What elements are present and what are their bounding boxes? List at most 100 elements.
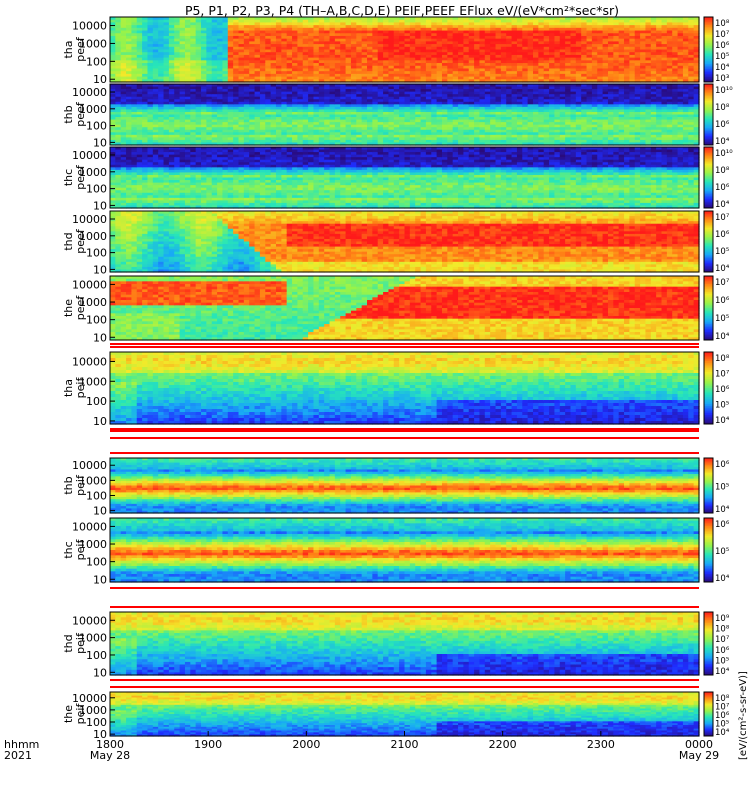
flux-cell — [350, 71, 357, 75]
flux-cell — [458, 46, 464, 51]
flux-cell — [570, 22, 577, 26]
flux-cell — [656, 60, 663, 64]
flux-cell — [666, 57, 673, 61]
flux-cell — [120, 104, 127, 108]
flux-cell — [516, 46, 523, 51]
flux-cell — [500, 71, 507, 75]
flux-cell — [420, 65, 427, 70]
flux-cell — [543, 41, 550, 45]
flux-cell — [318, 35, 325, 40]
flux-cell — [158, 49, 165, 53]
flux-cell — [158, 35, 165, 40]
flux-cell — [597, 79, 604, 83]
flux-cell — [163, 99, 170, 103]
flux-cell — [126, 99, 133, 103]
flux-cell — [120, 84, 127, 88]
flux-cell — [142, 68, 149, 72]
flux-cell — [554, 22, 561, 26]
flux-cell — [543, 73, 550, 78]
flux-cell — [329, 35, 336, 40]
flux-cell — [393, 60, 400, 64]
flux-cell — [516, 35, 523, 40]
flux-cell — [217, 68, 224, 72]
flux-cell — [415, 44, 422, 48]
flux-cell — [409, 25, 416, 29]
flux-cell — [463, 30, 470, 34]
flux-cell — [249, 60, 256, 64]
flux-cell — [682, 33, 689, 37]
flux-cell — [383, 54, 390, 59]
flux-cell — [308, 30, 315, 34]
flux-cell — [500, 79, 507, 83]
flux-cell — [388, 54, 395, 59]
flux-cell — [190, 41, 197, 45]
flux-cell — [463, 60, 470, 64]
flux-cell — [168, 63, 175, 67]
flux-cell — [324, 38, 331, 42]
flux-cell — [131, 19, 138, 24]
flux-cell — [693, 68, 700, 72]
flux-cell — [147, 84, 154, 88]
flux-cell — [441, 30, 448, 34]
flux-cell — [270, 46, 277, 51]
flux-cell — [447, 68, 454, 72]
flux-cell — [131, 17, 138, 21]
flux-cell — [474, 63, 481, 67]
flux-cell — [361, 19, 368, 24]
flux-cell — [543, 44, 550, 48]
flux-cell — [254, 19, 261, 24]
flux-cell — [179, 27, 186, 32]
flux-cell — [201, 65, 207, 70]
flux-cell — [682, 30, 689, 34]
colorbar-step — [704, 59, 713, 62]
flux-cell — [372, 35, 379, 40]
panel-label-product: peef — [74, 36, 87, 62]
flux-cell — [656, 35, 663, 40]
flux-cell — [468, 33, 475, 37]
flux-cell — [168, 106, 175, 111]
flux-cell — [345, 63, 352, 67]
flux-cell — [393, 25, 400, 29]
flux-cell — [120, 27, 127, 32]
flux-cell — [270, 44, 277, 48]
flux-cell — [581, 79, 588, 83]
flux-cell — [468, 38, 475, 42]
flux-cell — [666, 25, 673, 29]
flux-cell — [110, 114, 116, 118]
spectrogram-cells — [110, 84, 700, 146]
flux-cell — [152, 60, 159, 64]
flux-cell — [383, 25, 390, 29]
flux-cell — [120, 117, 127, 121]
flux-cell — [538, 38, 545, 42]
flux-cell — [543, 25, 550, 29]
flux-cell — [120, 119, 127, 123]
flux-cell — [302, 46, 309, 51]
flux-cell — [666, 65, 673, 70]
flux-cell — [243, 17, 250, 21]
flux-cell — [190, 27, 197, 32]
flux-cell — [233, 79, 240, 83]
flux-cell — [302, 52, 309, 56]
flux-cell — [158, 84, 165, 88]
flux-cell — [559, 27, 566, 32]
flux-cell — [431, 52, 438, 56]
flux-cell — [115, 109, 122, 113]
flux-cell — [195, 79, 202, 83]
colorbar-step — [704, 23, 713, 26]
flux-cell — [163, 91, 170, 95]
flux-cell — [458, 44, 464, 48]
flux-cell — [211, 79, 218, 83]
flux-cell — [179, 79, 186, 83]
flux-cell — [672, 52, 679, 56]
flux-cell — [136, 106, 143, 111]
flux-cell — [607, 35, 614, 40]
flux-cell — [302, 65, 309, 70]
flux-cell — [511, 25, 518, 29]
flux-cell — [147, 79, 154, 83]
flux-cell — [393, 73, 400, 78]
flux-cell — [243, 68, 250, 72]
flux-cell — [565, 19, 572, 24]
flux-cell — [222, 33, 229, 37]
flux-cell — [249, 22, 256, 26]
flux-cell — [682, 25, 689, 29]
